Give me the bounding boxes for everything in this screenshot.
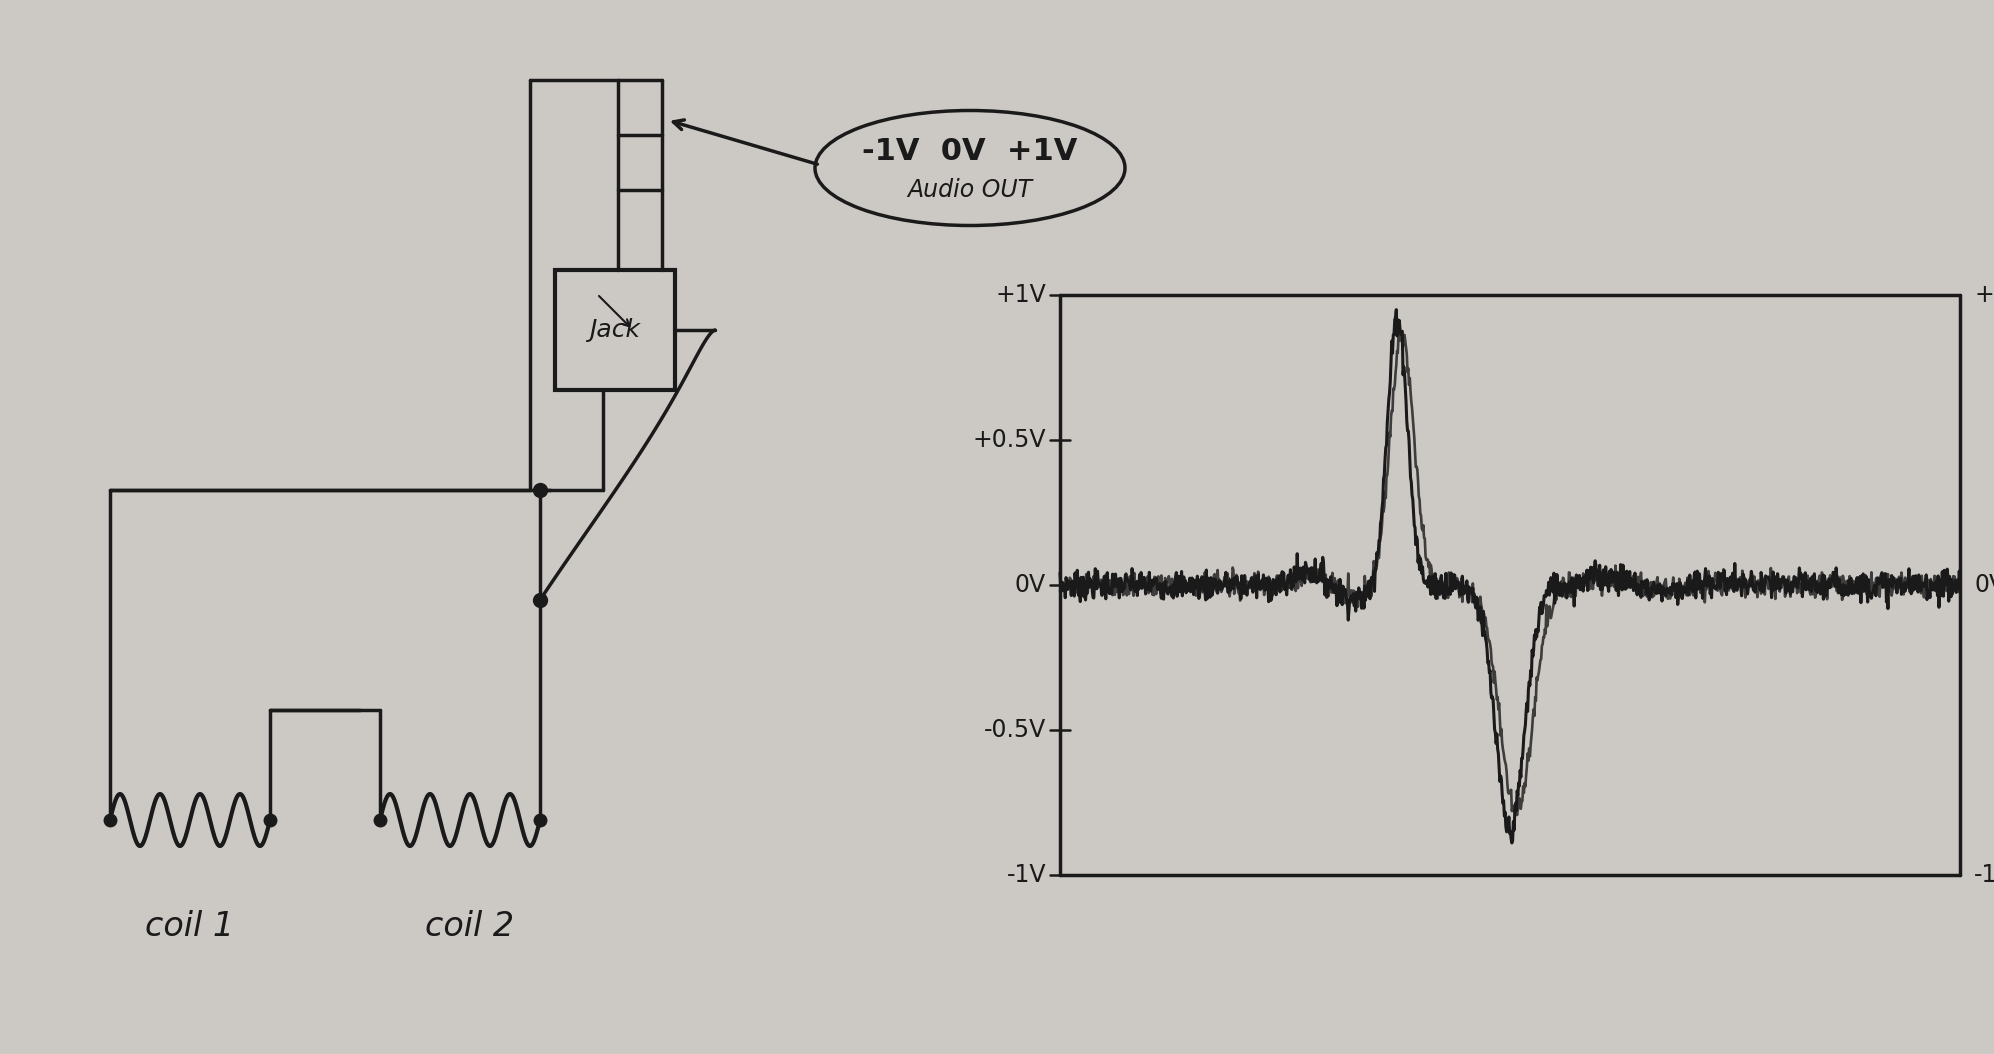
Text: 0V: 0V <box>1974 573 1994 597</box>
Text: -1V: -1V <box>1007 863 1047 887</box>
Text: +1V: +1V <box>1974 284 1994 307</box>
Text: -1V  0V  +1V: -1V 0V +1V <box>861 137 1077 167</box>
Text: -1V: -1V <box>1974 863 1994 887</box>
Text: 0V: 0V <box>1015 573 1047 597</box>
Text: coil 2: coil 2 <box>425 910 514 943</box>
Text: Jack: Jack <box>590 318 640 341</box>
Text: -0.5V: -0.5V <box>983 718 1047 742</box>
Text: +0.5V: +0.5V <box>973 428 1047 452</box>
Text: Audio OUT: Audio OUT <box>907 178 1033 202</box>
Text: coil 1: coil 1 <box>146 910 235 943</box>
Bar <box>554 270 676 390</box>
Text: +1V: +1V <box>995 284 1047 307</box>
